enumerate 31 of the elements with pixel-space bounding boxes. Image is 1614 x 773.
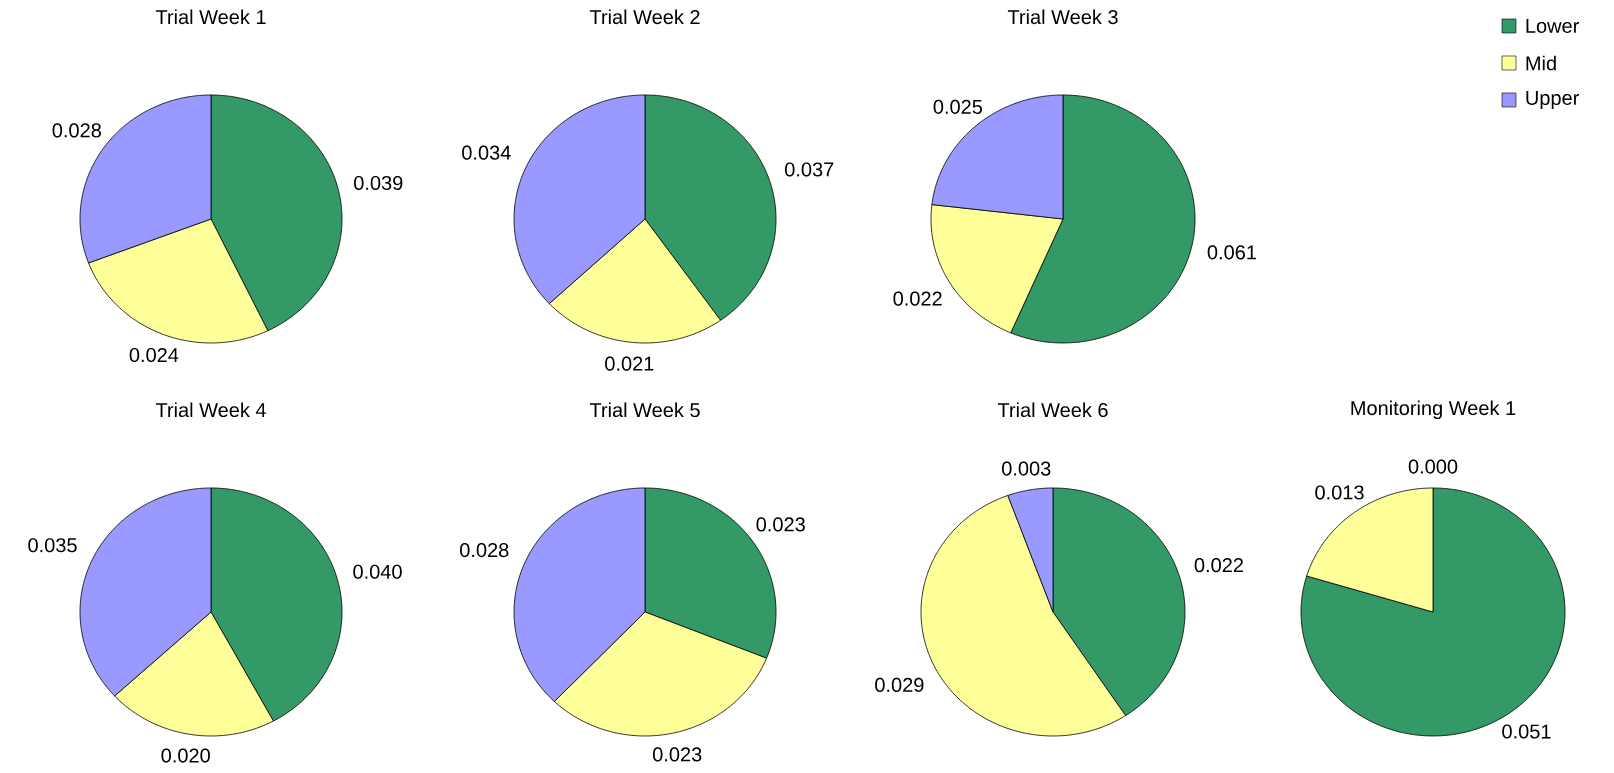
chart-title: Trial Week 3 (1007, 9, 1118, 25)
data-label: 0.022 (893, 291, 942, 306)
data-label: 0.023 (756, 517, 805, 532)
data-label: 0.051 (1502, 724, 1551, 739)
data-label: 0.035 (28, 538, 77, 553)
data-label: 0.024 (129, 347, 179, 363)
chart-title: Trial Week 6 (997, 402, 1108, 418)
legend-label: Upper (1526, 91, 1579, 109)
chart-title: Trial Week 4 (155, 402, 266, 418)
data-label: 0.003 (1002, 461, 1051, 476)
data-label: 0.034 (462, 145, 511, 160)
chart-title: Trial Week 1 (155, 9, 266, 25)
data-label: 0.022 (1194, 558, 1243, 573)
data-label: 0.040 (353, 564, 402, 579)
chart-title: Trial Week 2 (589, 9, 700, 25)
chart-title: Monitoring Week 1 (1351, 400, 1516, 420)
data-label: 0.039 (354, 175, 403, 191)
legend-label: Mid (1526, 55, 1556, 71)
data-label: 0.028 (460, 543, 509, 558)
data-label: 0.025 (933, 99, 983, 114)
data-label: 0.061 (1207, 245, 1256, 260)
chart-title: Trial Week 5 (589, 402, 700, 418)
text: 0.000 (1408, 459, 1458, 474)
data-label: 0.028 (52, 123, 101, 138)
data-label: 0.020 (161, 748, 210, 763)
data-label: 0.023 (652, 747, 702, 762)
data-label: 0.013 (1315, 485, 1364, 500)
data-label: 0.029 (875, 677, 924, 692)
data-label: 0.021 (605, 356, 654, 371)
legend-label: Lower (1526, 19, 1579, 33)
data-label: 0.037 (785, 162, 834, 177)
